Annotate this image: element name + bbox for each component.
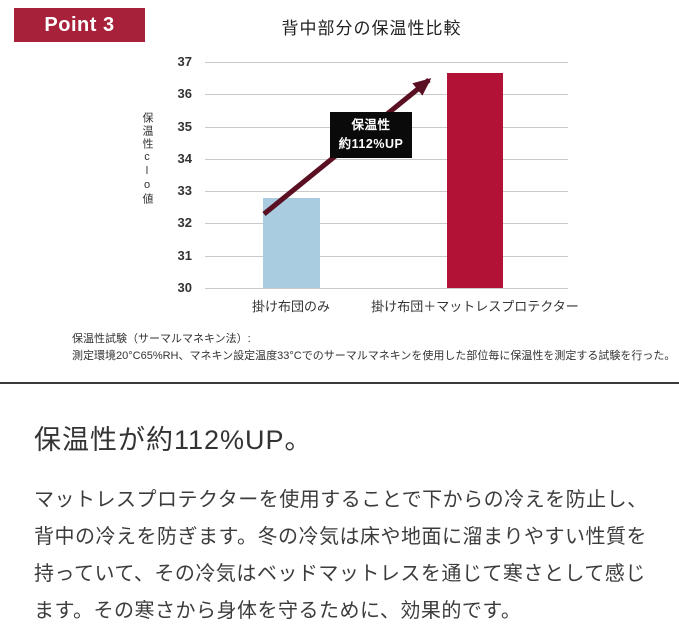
- section-paragraph: マットレスプロテクターを使用することで下からの冷えを防止し、背中の冷えを防ぎます…: [34, 489, 648, 622]
- bar-chart-plot: 保温性 約112%UP: [205, 62, 568, 289]
- gridline: [205, 62, 568, 63]
- footnote-line2: 測定環境20°C65%RH、マネキン設定温度33°Cでのサーマルマネキンを使用し…: [72, 350, 676, 362]
- chart-footnote: 保温性試験（サーマルマネキン法）: 測定環境20°C65%RH、マネキン設定温度…: [72, 331, 675, 365]
- increase-callout: 保温性 約112%UP: [330, 112, 412, 158]
- gridline: [205, 191, 568, 193]
- description-section: 保温性が約112%UP。 マットレスプロテクターを使用することで下からの冷えを防…: [0, 384, 679, 630]
- y-axis-label: 保温性clo値: [141, 112, 153, 206]
- section-divider: [0, 382, 679, 384]
- bar-duvet-plus-protector: [447, 73, 503, 288]
- y-tick-label: 35: [177, 118, 192, 134]
- callout-line2: 約112%UP: [338, 137, 404, 151]
- y-tick-label: 34: [177, 150, 192, 166]
- chart-section: Point 3 背中部分の保温性比較 保温性clo値 30 31 32 33 34 35 3…: [14, 8, 676, 365]
- x-tick-duvet-only: 掛け布団のみ: [251, 299, 331, 314]
- gridline: [205, 255, 568, 257]
- gridline: [205, 223, 568, 225]
- gridline: [205, 158, 568, 160]
- x-tick-duvet-plus-protector: 掛け布団＋マットレスプロテクター: [371, 299, 579, 314]
- y-tick-label: 32: [177, 215, 192, 231]
- gridline: [205, 288, 568, 289]
- y-tick-label: 37: [177, 54, 192, 69]
- callout-line1: 保温性: [351, 117, 391, 132]
- y-tick-label: 36: [177, 86, 192, 102]
- footnote-line1: 保温性試験（サーマルマネキン法）:: [72, 333, 251, 345]
- infographic-panel: Point 3 背中部分の保温性比較 保温性clo値 30 31 32 33 34 35 3…: [0, 8, 679, 622]
- y-tick-label: 33: [177, 183, 192, 199]
- increase-arrow-icon: [262, 78, 432, 216]
- y-tick-label: 31: [177, 247, 192, 263]
- y-tick-label: 30: [177, 280, 192, 295]
- y-axis-ticks: 30 31 32 33 34 35 36 37: [156, 54, 192, 295]
- chart-title: 背中部分の保温性比較: [281, 19, 462, 38]
- gridline: [205, 94, 568, 96]
- section-heading: 保温性が約112%UP。: [34, 425, 313, 455]
- point-badge: Point 3: [14, 8, 145, 42]
- bar-duvet-only: [263, 197, 320, 288]
